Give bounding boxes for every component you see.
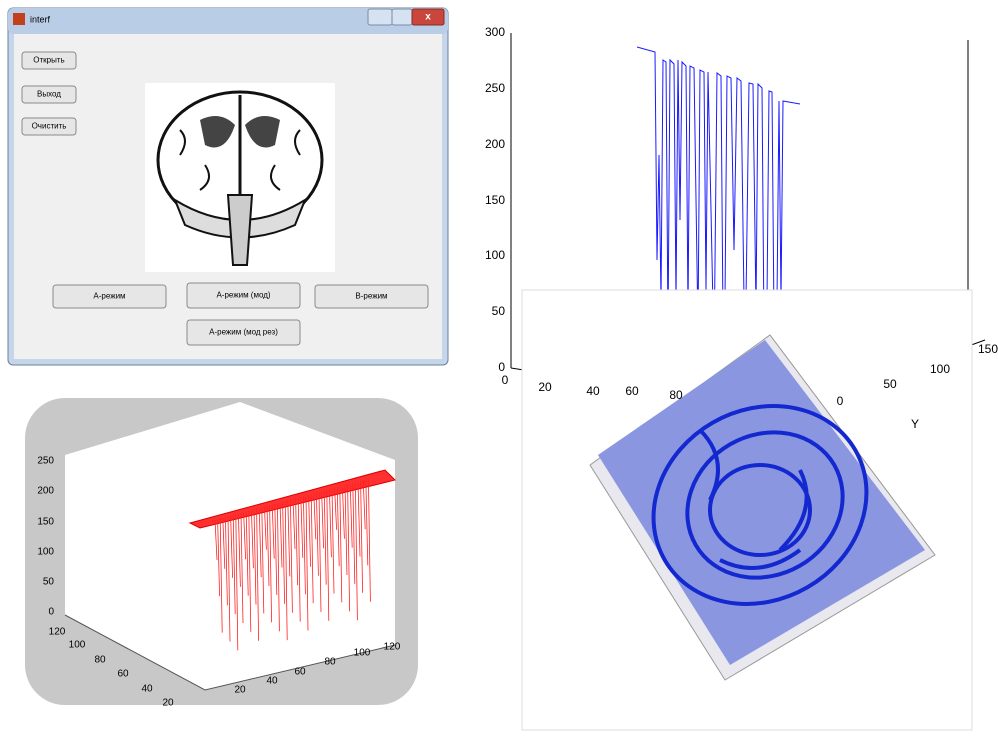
- tick-label: 60: [625, 384, 639, 398]
- minimize[interactable]: [368, 9, 392, 25]
- tick-label: 120: [49, 627, 66, 638]
- button[interactable]: А-режим: [53, 285, 166, 308]
- tick-label: 50: [43, 577, 55, 588]
- tick-label: 100: [37, 547, 54, 558]
- window-title: interf: [30, 14, 51, 24]
- tick-label: 200: [485, 137, 505, 151]
- tick-label: 250: [485, 81, 505, 95]
- button[interactable]: В-режим: [315, 285, 428, 308]
- tick-label: 40: [141, 684, 153, 695]
- button[interactable]: Очистить: [22, 118, 76, 135]
- tick-label: 300: [485, 25, 505, 39]
- tick-label: 250: [37, 456, 54, 467]
- maximize[interactable]: [392, 9, 412, 25]
- tick-label: 100: [69, 640, 86, 651]
- page: interf x Открыть Выход Очистить А-режим А-ре…: [0, 0, 998, 731]
- button[interactable]: А-режим (мод): [187, 283, 300, 308]
- tick-label: 80: [324, 657, 336, 668]
- button-label: Выход: [37, 90, 61, 99]
- surface-image: [522, 290, 972, 730]
- tick-label: 80: [94, 655, 106, 666]
- button-label: А-режим (мод рез): [209, 328, 278, 337]
- tick-label: 150: [37, 517, 54, 528]
- tick-label: 20: [538, 380, 552, 394]
- button[interactable]: Выход: [22, 86, 76, 103]
- brain-image: [145, 83, 335, 272]
- tick-label: 20: [162, 698, 174, 709]
- tick-label: 200: [37, 486, 54, 497]
- button-label: А-режим (мод): [216, 291, 270, 300]
- button-label: Очистить: [32, 122, 67, 131]
- tick-label: 100: [354, 648, 371, 659]
- button[interactable]: Открыть: [22, 52, 76, 69]
- plot-mesh: [25, 398, 418, 705]
- button[interactable]: А-режим (мод рез): [187, 320, 300, 345]
- tick-label: 40: [266, 676, 278, 687]
- tick-label: 60: [294, 667, 306, 678]
- tick-label: 0: [48, 607, 54, 618]
- tick-label: 0: [837, 394, 844, 408]
- tick-label: 120: [384, 642, 401, 653]
- tick-label: 50: [883, 377, 897, 391]
- tick-label: 80: [669, 388, 683, 402]
- tick-label: 50: [492, 304, 506, 318]
- tick-label: 150: [485, 193, 505, 207]
- tick-label: 100: [485, 248, 505, 262]
- tick-label: 40: [586, 384, 600, 398]
- tick-label: 60: [117, 669, 129, 680]
- button-label: В-режим: [355, 292, 387, 301]
- axis-label: Y: [911, 417, 919, 431]
- button-label: А-режим: [93, 292, 125, 301]
- tick-label: 100: [930, 362, 950, 376]
- tick-label: 20: [234, 685, 246, 696]
- screenshot: interf x Открыть Выход Очистить А-режим А-ре…: [0, 0, 998, 731]
- button-label: Открыть: [33, 56, 64, 65]
- close-icon: x: [425, 12, 431, 23]
- tick-label: 0: [502, 373, 509, 387]
- tick-label: 0: [498, 360, 505, 374]
- tick-label: 150: [978, 342, 998, 356]
